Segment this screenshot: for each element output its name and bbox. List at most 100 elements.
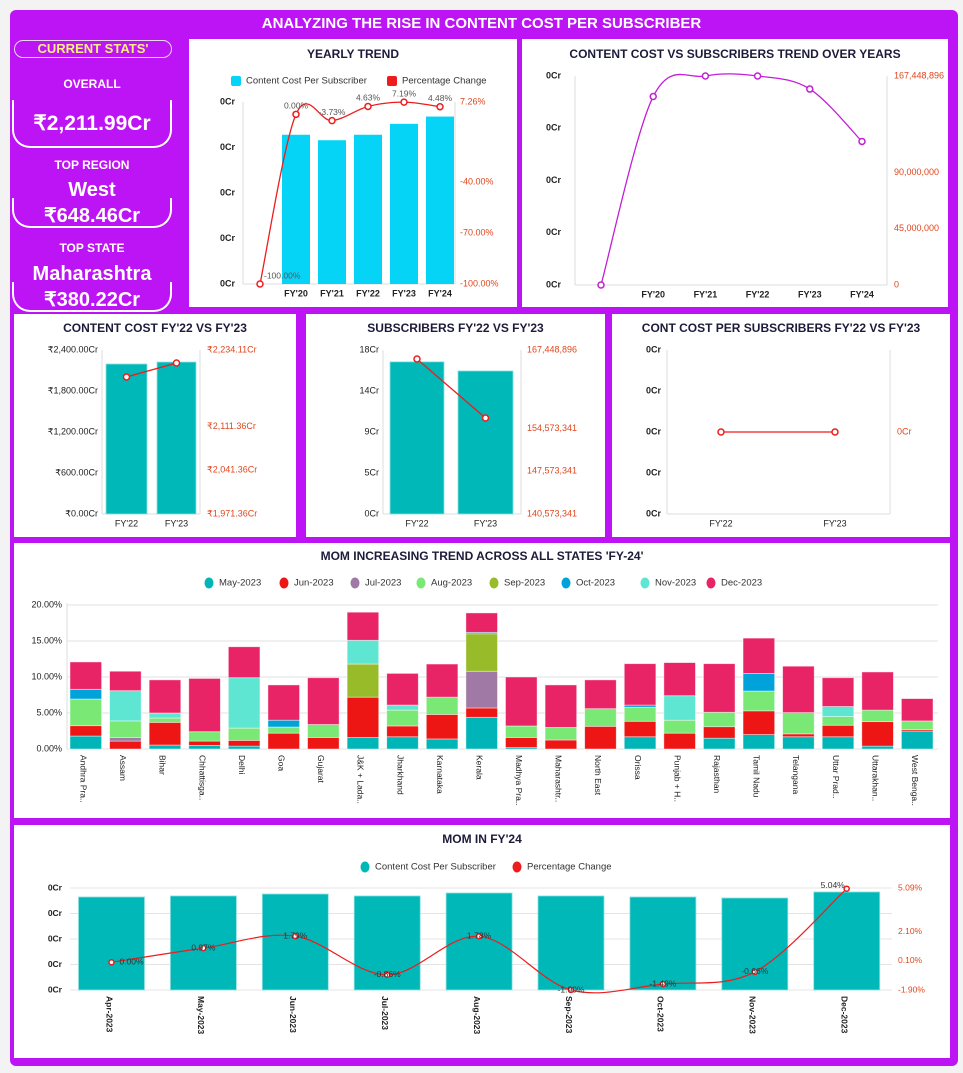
top-region-label: TOP REGION <box>54 158 130 172</box>
x-tick-label: FY'24 <box>850 289 874 299</box>
y-tick-label: 0Cr <box>220 233 236 243</box>
stacked-bar-segment <box>821 736 855 750</box>
y-tick-label: 0Cr <box>646 467 662 477</box>
x-tick-label: North East <box>593 755 603 796</box>
legend-label: Dec-2023 <box>721 578 762 589</box>
x-tick-label: Punjab + H.. <box>672 755 682 802</box>
data-label: 7.19% <box>392 88 417 98</box>
x-tick-label: May-2023 <box>196 996 206 1035</box>
line-point <box>436 102 444 111</box>
y-tick-label: ₹1,800.00Cr <box>48 385 98 395</box>
top-region-name: West <box>68 179 116 201</box>
x-tick-label: FY'24 <box>428 288 452 298</box>
x-tick-label: Chhattisga.. <box>197 755 207 800</box>
line-point <box>843 885 850 892</box>
stacked-bar-segment <box>742 637 776 674</box>
stacked-bar-segment <box>742 672 776 692</box>
y2-tick-label: -40.00% <box>460 177 494 187</box>
current-stats-panel: CURRENT STATS' OVERALL ₹2,211.99Cr TOP R… <box>12 38 172 312</box>
comparison-line <box>416 358 486 419</box>
legend-label: Nov-2023 <box>655 578 696 589</box>
top-state-value: ₹380.22Cr <box>43 289 141 311</box>
chart-title: SUBSCRIBERS FY'22 VS FY'23 <box>367 321 544 335</box>
data-label: -3.73% <box>319 107 346 117</box>
line-point <box>806 85 814 93</box>
line-point <box>858 137 866 146</box>
y-tick-label: 0Cr <box>546 279 562 289</box>
stacked-bar-segment <box>227 646 261 679</box>
stacked-bar-segment <box>386 736 419 750</box>
content-cost-vs-subscribers-chart: 0Cr 0Cr 0Cr 0Cr 0Cr 167,448,896 90,000,000 45,0… <box>522 39 948 307</box>
line-point <box>328 116 336 125</box>
stacked-bar-segment <box>267 684 300 721</box>
stacked-bar-segment <box>425 738 459 750</box>
stacked-bar-segment <box>386 725 419 738</box>
stacked-bar-segment <box>544 684 578 728</box>
line-point <box>108 959 115 966</box>
line-point <box>831 428 839 436</box>
y-tick-label: 20.00% <box>31 599 62 609</box>
legend-swatch <box>204 577 214 589</box>
legend-swatch <box>512 861 522 873</box>
bar <box>445 892 513 991</box>
x-tick-label: Apr-2023 <box>104 996 114 1033</box>
y2-tick-label: 0Cr <box>897 426 912 436</box>
stacked-bar-segment <box>227 745 261 750</box>
data-label: 4.48% <box>428 93 453 103</box>
x-tick-label: Andhra Pra.. <box>79 755 89 803</box>
stacked-bar-segment <box>465 612 498 633</box>
y2-tick-label: ₹1,971.36Cr <box>207 508 257 518</box>
stacked-bar-segment <box>148 721 182 746</box>
stacked-bar-segment <box>148 679 182 714</box>
x-tick-label: Kerala <box>474 755 484 780</box>
line-point <box>400 98 408 106</box>
data-label: -1.90% <box>558 984 585 994</box>
x-tick-label: Tamil Nadu <box>752 755 762 798</box>
bar <box>813 891 881 991</box>
stacked-bar-segment <box>861 721 894 747</box>
y2-tick-label: 0 <box>894 279 899 289</box>
stacked-bar-segment <box>267 726 300 734</box>
y2-tick-label: 154,573,341 <box>527 423 577 433</box>
line-point <box>659 980 667 988</box>
stacked-bar-segment <box>465 707 498 718</box>
x-tick-label: FY'22 <box>405 518 428 528</box>
stacked-bar-segment <box>821 677 855 707</box>
stacked-bar-segment <box>346 737 380 750</box>
y-tick-label: 15.00% <box>31 635 62 645</box>
y2-tick-label: -100.00% <box>460 278 499 288</box>
y-tick-label: 9Cr <box>364 426 379 436</box>
stacked-bar-segment <box>742 710 776 735</box>
stacked-bar-segment <box>703 711 736 728</box>
stacked-bar-segment <box>109 740 142 750</box>
legend-label: Percentage Change <box>402 76 487 87</box>
y2-tick-label: 7.26% <box>460 96 486 106</box>
y-tick-label: 0Cr <box>220 142 236 152</box>
stacked-bar-segment <box>663 662 696 697</box>
line-point <box>172 359 181 367</box>
x-tick-label: FY'23 <box>392 288 416 298</box>
chart-title: CONT COST PER SUBSCRIBERS FY'22 VS FY'23 <box>641 321 921 335</box>
stacked-bar-segment <box>465 670 498 709</box>
top-region-value: ₹648.46Cr <box>43 205 141 227</box>
y-tick-label: 5Cr <box>364 467 379 477</box>
line-point <box>292 932 299 940</box>
x-tick-label: Goa <box>277 755 287 771</box>
stacked-bar-segment <box>346 611 380 641</box>
x-tick-label: FY'22 <box>746 289 770 299</box>
x-tick-label: Rajasthan <box>712 755 722 794</box>
y-tick-label: ₹0.00Cr <box>65 508 98 518</box>
y2-tick-label: 147,573,341 <box>527 466 577 476</box>
y-tick-label: 0Cr <box>646 385 662 395</box>
stacked-bar-segment <box>544 739 578 750</box>
stacked-bar-segment <box>821 716 855 726</box>
x-tick-label: FY'23 <box>798 289 822 299</box>
data-label: 5.04% <box>821 880 846 890</box>
stacked-bar-segment <box>623 736 657 750</box>
y2-tick-label: 90,000,000 <box>894 167 939 177</box>
stacked-bar-segment <box>544 726 578 741</box>
stacked-bar-segment <box>148 744 182 750</box>
y2-tick-label: 2.10% <box>898 926 923 936</box>
bar <box>354 134 382 284</box>
x-tick-label: FY'22 <box>709 518 732 528</box>
